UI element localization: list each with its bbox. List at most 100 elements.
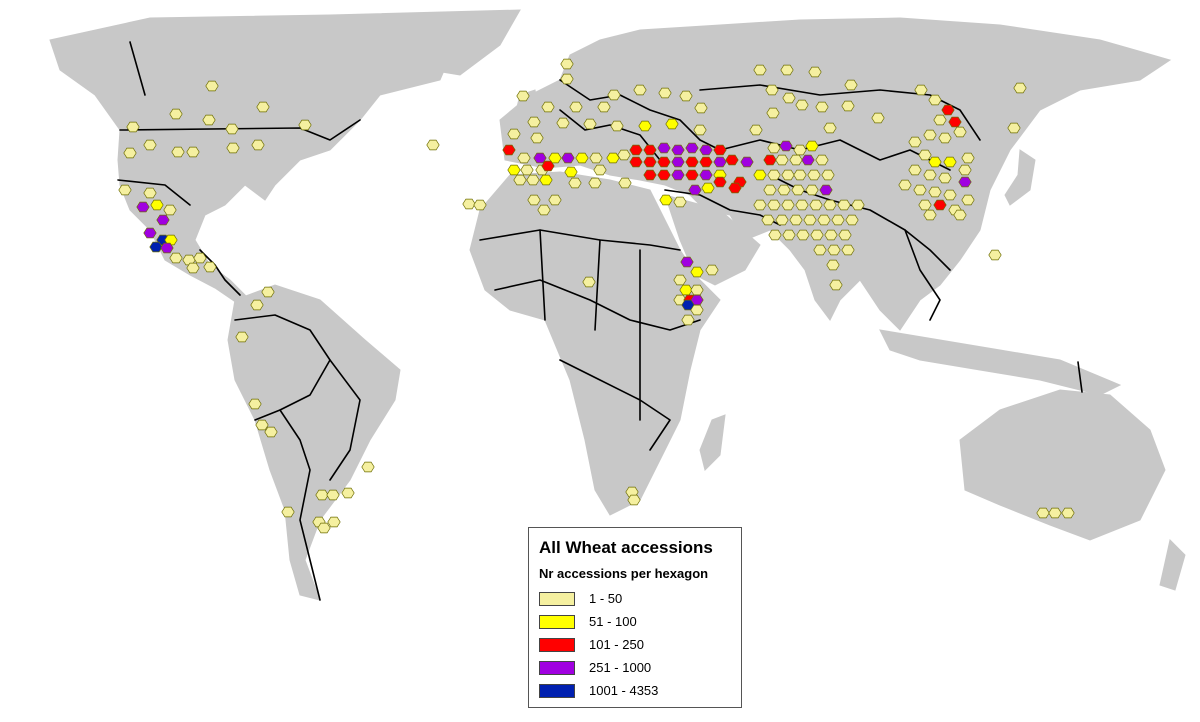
accession-hexagon	[143, 227, 157, 239]
accession-hexagon	[673, 196, 687, 208]
accession-hexagon	[713, 176, 727, 188]
accession-hexagon	[808, 66, 822, 78]
accession-hexagon	[789, 214, 803, 226]
accession-hexagon	[815, 154, 829, 166]
accession-hexagon	[679, 90, 693, 102]
accession-hexagon	[327, 516, 341, 528]
land-new-zealand	[1159, 539, 1186, 591]
accession-hexagon	[793, 169, 807, 181]
accession-hexagon	[671, 156, 685, 168]
accession-hexagon	[564, 166, 578, 178]
accession-hexagon	[156, 214, 170, 226]
accession-hexagon	[680, 256, 694, 268]
accession-hexagon	[775, 154, 789, 166]
land-australia	[959, 389, 1166, 541]
accession-hexagon	[143, 139, 157, 151]
legend-item: 101 - 250	[539, 633, 731, 656]
accession-hexagon	[810, 229, 824, 241]
legend-label: 251 - 1000	[589, 660, 652, 675]
accession-hexagon	[699, 144, 713, 156]
accession-hexagon	[690, 304, 704, 316]
border-europe-2	[559, 109, 661, 161]
accession-hexagon	[795, 99, 809, 111]
accession-hexagon	[561, 152, 575, 164]
accession-hexagon	[705, 264, 719, 276]
accession-hexagon	[801, 154, 815, 166]
accession-hexagon	[953, 126, 967, 138]
accession-hexagon	[805, 184, 819, 196]
border-south-america-2	[279, 409, 321, 601]
accession-hexagon	[583, 118, 597, 130]
accession-hexagon	[517, 152, 531, 164]
accession-hexagon	[315, 489, 329, 501]
accession-hexagon	[923, 169, 937, 181]
accession-hexagon	[617, 149, 631, 161]
accession-hexagon	[582, 276, 596, 288]
accession-hexagon	[341, 487, 355, 499]
accession-hexagon	[610, 120, 624, 132]
accession-hexagon	[923, 209, 937, 221]
accession-hexagon	[933, 199, 947, 211]
accession-hexagon	[143, 187, 157, 199]
accession-hexagon	[782, 92, 796, 104]
accession-hexagon	[775, 214, 789, 226]
legend-item: 251 - 1000	[539, 656, 731, 679]
accession-hexagon	[671, 169, 685, 181]
accession-hexagon	[556, 117, 570, 129]
accession-hexagon	[948, 116, 962, 128]
legend-item: 1001 - 4353	[539, 679, 731, 702]
accession-hexagon	[657, 156, 671, 168]
land-arabia	[664, 194, 761, 286]
accession-hexagon	[659, 194, 673, 206]
accession-hexagon	[819, 184, 833, 196]
legend-item: 51 - 100	[539, 610, 731, 633]
accession-hexagon	[541, 160, 555, 172]
accession-hexagon	[203, 261, 217, 273]
accession-hexagon	[671, 144, 685, 156]
accession-hexagon	[507, 164, 521, 176]
accession-hexagon	[821, 169, 835, 181]
accession-hexagon	[255, 419, 269, 431]
accession-hexagon	[250, 299, 264, 311]
accession-hexagon	[160, 242, 174, 254]
land-south-america	[227, 284, 401, 601]
accession-hexagon	[235, 331, 249, 343]
land-greenland	[329, 9, 521, 76]
accession-hexagon	[749, 124, 763, 136]
accession-hexagon	[701, 182, 715, 194]
accession-hexagon	[673, 274, 687, 286]
border-africa-mid	[494, 279, 701, 331]
accession-hexagon	[699, 156, 713, 168]
accession-hexagon	[326, 489, 340, 501]
accession-hexagon	[1061, 507, 1075, 519]
hexagon-layer	[118, 58, 1075, 534]
accession-hexagon	[713, 144, 727, 156]
accession-hexagon	[169, 252, 183, 264]
accession-hexagon	[809, 199, 823, 211]
accession-hexagon	[530, 132, 544, 144]
land-japan	[1004, 149, 1036, 206]
land-madagascar	[699, 414, 726, 471]
land-north-america	[49, 14, 456, 306]
accession-hexagon	[1007, 122, 1021, 134]
accession-hexagon	[171, 146, 185, 158]
accession-hexagon	[918, 149, 932, 161]
accession-hexagon	[317, 522, 331, 534]
accession-hexagon	[829, 279, 843, 291]
border-se-asia	[904, 229, 941, 321]
accession-hexagon	[589, 152, 603, 164]
accession-hexagon	[767, 169, 781, 181]
accession-hexagon	[938, 172, 952, 184]
accession-hexagon	[781, 199, 795, 211]
accession-hexagon	[251, 139, 265, 151]
accession-hexagon	[618, 177, 632, 189]
accession-hexagon	[699, 169, 713, 181]
accession-hexagon	[606, 152, 620, 164]
accession-hexagon	[149, 241, 163, 253]
accession-hexagon	[923, 129, 937, 141]
accession-hexagon	[789, 154, 803, 166]
accession-hexagon	[226, 142, 240, 154]
accession-hexagon	[690, 266, 704, 278]
accession-hexagon	[694, 102, 708, 114]
accession-hexagon	[837, 199, 851, 211]
